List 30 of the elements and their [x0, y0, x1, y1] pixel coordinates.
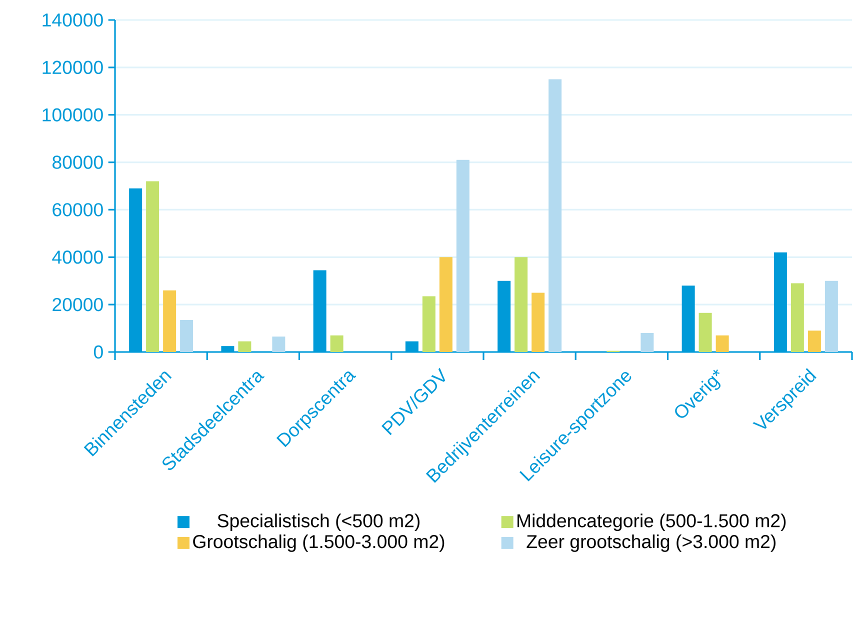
bar [548, 79, 562, 352]
y-tick-label: 140000 [42, 13, 103, 27]
bar [514, 257, 528, 352]
bar [330, 335, 344, 352]
y-tick-label: 100000 [42, 108, 103, 122]
bar [698, 312, 712, 352]
y-tick-label: 60000 [52, 203, 103, 216]
bar [146, 181, 160, 352]
y-tick-label: 80000 [52, 156, 103, 169]
legend-label: Middencategorie (500-1.500 m2) [518, 514, 786, 532]
bar [716, 335, 729, 352]
y-tick-label: 40000 [52, 250, 103, 264]
bar [456, 160, 470, 352]
bar [808, 330, 821, 352]
bar [238, 341, 252, 352]
bar [439, 257, 452, 352]
y-tick-label: 0 [94, 345, 103, 359]
bar [422, 296, 436, 352]
bar [272, 336, 286, 352]
bar [824, 280, 838, 352]
bar [163, 290, 176, 352]
bar [790, 283, 804, 352]
bar [180, 320, 194, 352]
y-tick-label: 20000 [52, 298, 103, 312]
bar [640, 333, 654, 352]
bar [532, 292, 545, 352]
y-tick-label: 120000 [42, 60, 103, 74]
legend-label: Grootschalig (1.500-3.000 m2) [193, 534, 444, 552]
legend-label: Specialistisch (<500 m2) [218, 514, 420, 532]
legend-label: Zeer grootschalig (>3.000 m2) [526, 534, 776, 552]
